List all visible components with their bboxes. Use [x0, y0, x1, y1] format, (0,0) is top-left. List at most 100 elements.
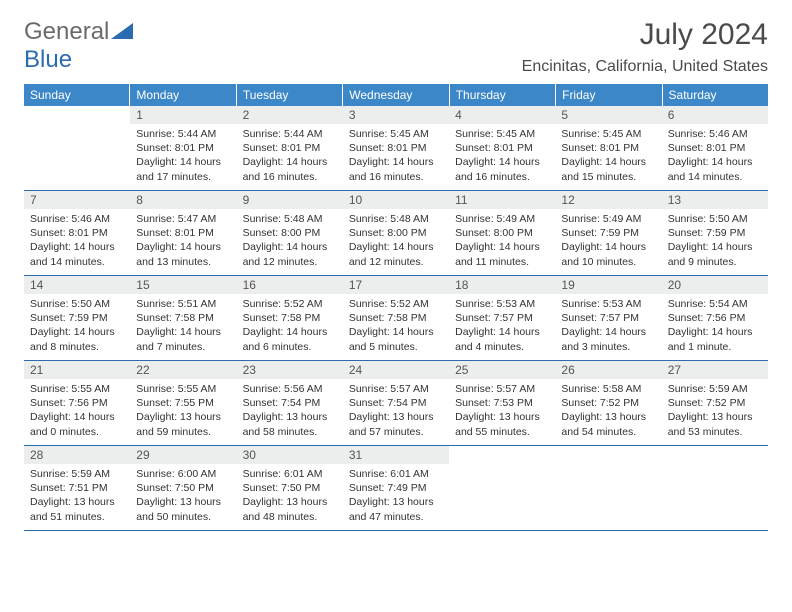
sunset-text: Sunset: 7:58 PM [349, 311, 443, 325]
day-number: 7 [24, 191, 130, 209]
week-row: .1Sunrise: 5:44 AMSunset: 8:01 PMDayligh… [24, 106, 768, 191]
sunrise-text: Sunrise: 5:53 AM [455, 297, 549, 311]
day-cell: 26Sunrise: 5:58 AMSunset: 7:52 PMDayligh… [555, 361, 661, 445]
sunset-text: Sunset: 8:00 PM [455, 226, 549, 240]
day-number: 26 [555, 361, 661, 379]
daylight-text: Daylight: 13 hours and 48 minutes. [243, 495, 337, 523]
sunrise-text: Sunrise: 5:49 AM [561, 212, 655, 226]
day-body: Sunrise: 5:57 AMSunset: 7:54 PMDaylight:… [343, 379, 449, 445]
page-title: July 2024 [522, 18, 768, 52]
daylight-text: Daylight: 14 hours and 12 minutes. [349, 240, 443, 268]
sunrise-text: Sunrise: 5:50 AM [668, 212, 762, 226]
day-cell: 11Sunrise: 5:49 AMSunset: 8:00 PMDayligh… [449, 191, 555, 275]
sunset-text: Sunset: 7:58 PM [243, 311, 337, 325]
daylight-text: Daylight: 14 hours and 1 minute. [668, 325, 762, 353]
day-cell: 6Sunrise: 5:46 AMSunset: 8:01 PMDaylight… [662, 106, 768, 190]
sunset-text: Sunset: 8:01 PM [349, 141, 443, 155]
week-row: 14Sunrise: 5:50 AMSunset: 7:59 PMDayligh… [24, 276, 768, 361]
sunset-text: Sunset: 8:01 PM [561, 141, 655, 155]
logo-triangle-icon [111, 18, 133, 46]
sunrise-text: Sunrise: 5:57 AM [455, 382, 549, 396]
sunrise-text: Sunrise: 5:51 AM [136, 297, 230, 311]
daylight-text: Daylight: 14 hours and 13 minutes. [136, 240, 230, 268]
sunset-text: Sunset: 8:01 PM [668, 141, 762, 155]
day-number: 30 [237, 446, 343, 464]
daylight-text: Daylight: 14 hours and 7 minutes. [136, 325, 230, 353]
day-body: Sunrise: 5:52 AMSunset: 7:58 PMDaylight:… [343, 294, 449, 360]
sunrise-text: Sunrise: 5:45 AM [561, 127, 655, 141]
daylight-text: Daylight: 13 hours and 54 minutes. [561, 410, 655, 438]
day-body: Sunrise: 6:01 AMSunset: 7:50 PMDaylight:… [237, 464, 343, 530]
day-body: Sunrise: 5:54 AMSunset: 7:56 PMDaylight:… [662, 294, 768, 360]
day-cell: 29Sunrise: 6:00 AMSunset: 7:50 PMDayligh… [130, 446, 236, 530]
page-subtitle: Encinitas, California, United States [522, 58, 768, 76]
sunrise-text: Sunrise: 5:55 AM [136, 382, 230, 396]
day-cell: 18Sunrise: 5:53 AMSunset: 7:57 PMDayligh… [449, 276, 555, 360]
sunset-text: Sunset: 8:00 PM [243, 226, 337, 240]
day-cell: . [555, 446, 661, 530]
sunrise-text: Sunrise: 5:59 AM [668, 382, 762, 396]
day-number: 9 [237, 191, 343, 209]
day-body: Sunrise: 5:46 AMSunset: 8:01 PMDaylight:… [24, 209, 130, 275]
sunset-text: Sunset: 8:01 PM [30, 226, 124, 240]
day-number: 2 [237, 106, 343, 124]
sunrise-text: Sunrise: 5:44 AM [243, 127, 337, 141]
weekday-header-row: SundayMondayTuesdayWednesdayThursdayFrid… [24, 84, 768, 106]
sunset-text: Sunset: 7:50 PM [243, 481, 337, 495]
sunrise-text: Sunrise: 5:45 AM [349, 127, 443, 141]
weekday-header: Wednesday [343, 84, 449, 106]
day-body: Sunrise: 5:45 AMSunset: 8:01 PMDaylight:… [343, 124, 449, 190]
day-cell: 16Sunrise: 5:52 AMSunset: 7:58 PMDayligh… [237, 276, 343, 360]
day-cell: 9Sunrise: 5:48 AMSunset: 8:00 PMDaylight… [237, 191, 343, 275]
sunrise-text: Sunrise: 5:55 AM [30, 382, 124, 396]
day-cell: 31Sunrise: 6:01 AMSunset: 7:49 PMDayligh… [343, 446, 449, 530]
daylight-text: Daylight: 14 hours and 6 minutes. [243, 325, 337, 353]
day-cell: 8Sunrise: 5:47 AMSunset: 8:01 PMDaylight… [130, 191, 236, 275]
day-number: 17 [343, 276, 449, 294]
day-number: 20 [662, 276, 768, 294]
day-cell: 13Sunrise: 5:50 AMSunset: 7:59 PMDayligh… [662, 191, 768, 275]
daylight-text: Daylight: 13 hours and 47 minutes. [349, 495, 443, 523]
day-body: Sunrise: 5:46 AMSunset: 8:01 PMDaylight:… [662, 124, 768, 190]
day-body: Sunrise: 5:59 AMSunset: 7:52 PMDaylight:… [662, 379, 768, 445]
title-block: July 2024 Encinitas, California, United … [522, 18, 768, 76]
daylight-text: Daylight: 14 hours and 0 minutes. [30, 410, 124, 438]
day-cell: 12Sunrise: 5:49 AMSunset: 7:59 PMDayligh… [555, 191, 661, 275]
day-cell: 3Sunrise: 5:45 AMSunset: 8:01 PMDaylight… [343, 106, 449, 190]
day-cell: 25Sunrise: 5:57 AMSunset: 7:53 PMDayligh… [449, 361, 555, 445]
day-number: 13 [662, 191, 768, 209]
day-body: Sunrise: 5:59 AMSunset: 7:51 PMDaylight:… [24, 464, 130, 530]
daylight-text: Daylight: 14 hours and 8 minutes. [30, 325, 124, 353]
sunrise-text: Sunrise: 5:52 AM [349, 297, 443, 311]
sunset-text: Sunset: 7:49 PM [349, 481, 443, 495]
sunset-text: Sunset: 7:59 PM [668, 226, 762, 240]
daylight-text: Daylight: 14 hours and 10 minutes. [561, 240, 655, 268]
day-number: 23 [237, 361, 343, 379]
day-cell: 23Sunrise: 5:56 AMSunset: 7:54 PMDayligh… [237, 361, 343, 445]
day-cell: 5Sunrise: 5:45 AMSunset: 8:01 PMDaylight… [555, 106, 661, 190]
sunrise-text: Sunrise: 5:50 AM [30, 297, 124, 311]
day-number: 31 [343, 446, 449, 464]
day-body: Sunrise: 5:53 AMSunset: 7:57 PMDaylight:… [449, 294, 555, 360]
sunrise-text: Sunrise: 6:01 AM [243, 467, 337, 481]
sunset-text: Sunset: 7:53 PM [455, 396, 549, 410]
sunset-text: Sunset: 8:01 PM [136, 141, 230, 155]
day-body: Sunrise: 6:01 AMSunset: 7:49 PMDaylight:… [343, 464, 449, 530]
daylight-text: Daylight: 14 hours and 16 minutes. [349, 155, 443, 183]
sunrise-text: Sunrise: 5:48 AM [349, 212, 443, 226]
day-cell: . [449, 446, 555, 530]
weekday-header: Thursday [450, 84, 556, 106]
sunrise-text: Sunrise: 5:56 AM [243, 382, 337, 396]
day-cell: 2Sunrise: 5:44 AMSunset: 8:01 PMDaylight… [237, 106, 343, 190]
day-cell: 10Sunrise: 5:48 AMSunset: 8:00 PMDayligh… [343, 191, 449, 275]
day-number: 15 [130, 276, 236, 294]
daylight-text: Daylight: 14 hours and 5 minutes. [349, 325, 443, 353]
logo-text: GeneralBlue [24, 18, 133, 74]
day-number: 21 [24, 361, 130, 379]
sunset-text: Sunset: 7:54 PM [243, 396, 337, 410]
sunset-text: Sunset: 7:59 PM [561, 226, 655, 240]
day-cell: 24Sunrise: 5:57 AMSunset: 7:54 PMDayligh… [343, 361, 449, 445]
day-cell: 20Sunrise: 5:54 AMSunset: 7:56 PMDayligh… [662, 276, 768, 360]
day-body: Sunrise: 5:55 AMSunset: 7:55 PMDaylight:… [130, 379, 236, 445]
sunset-text: Sunset: 7:54 PM [349, 396, 443, 410]
